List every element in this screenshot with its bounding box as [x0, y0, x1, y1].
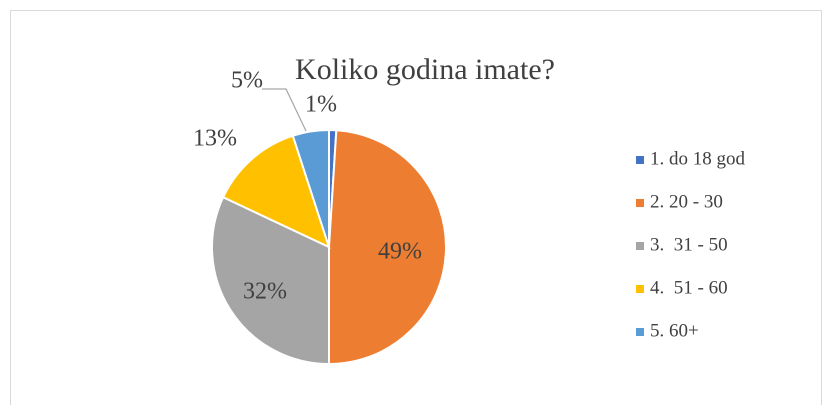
legend-label: 5. 60+: [650, 320, 699, 341]
legend-swatch: [636, 285, 644, 293]
legend-swatch: [636, 199, 644, 207]
chart-title: Koliko godina imate?: [295, 53, 555, 86]
legend-swatch: [636, 242, 644, 250]
data-label: 1%: [305, 92, 337, 118]
pie-slice: [328, 129, 447, 366]
data-label: 5%: [231, 68, 263, 94]
leader-line: [262, 88, 307, 132]
legend-swatch: [636, 156, 644, 164]
legend-swatch: [636, 328, 644, 336]
pie-slice: [291, 128, 330, 248]
data-label: 32%: [243, 279, 287, 305]
legend-label: 4. 51 - 60: [650, 277, 728, 298]
data-label: 49%: [378, 239, 422, 265]
pie-slice: [211, 195, 330, 366]
legend-label: 2. 20 - 30: [650, 191, 723, 212]
data-label: 13%: [193, 126, 237, 152]
legend-label: 3. 31 - 50: [650, 234, 728, 255]
legend-label: 1. do 18 god: [650, 148, 746, 169]
pie-slice: [221, 134, 331, 249]
